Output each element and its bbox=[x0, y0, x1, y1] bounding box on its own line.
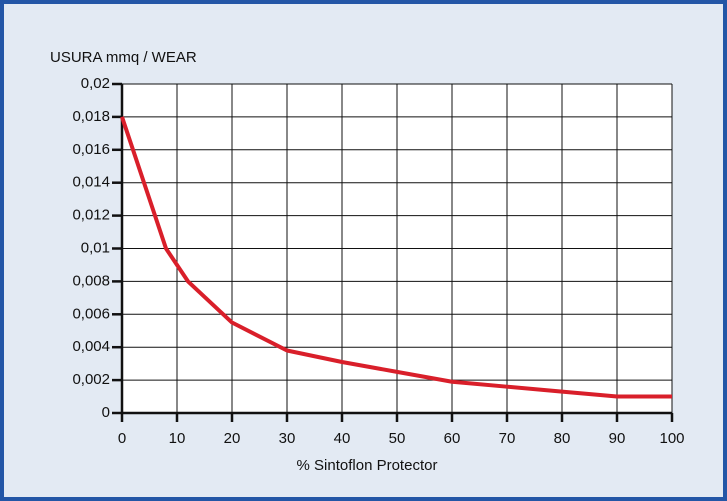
y-tick-label: 0,02 bbox=[81, 75, 110, 92]
y-tick-label: 0,004 bbox=[72, 338, 110, 355]
x-tick-label: 0 bbox=[118, 430, 126, 447]
y-tick-label: 0 bbox=[102, 404, 110, 421]
data-line bbox=[120, 116, 672, 399]
y-tick-label: 0,01 bbox=[81, 239, 110, 256]
x-tick-label: 50 bbox=[389, 430, 406, 447]
x-tick-label: 60 bbox=[444, 430, 461, 447]
y-tick-label: 0,006 bbox=[72, 305, 110, 322]
x-tick-label: 100 bbox=[659, 430, 684, 447]
y-tick-label: 0,014 bbox=[72, 174, 110, 191]
x-tick-label: 10 bbox=[169, 430, 186, 447]
x-axis-title: % Sintoflon Protector bbox=[297, 457, 438, 474]
x-tick-label: 30 bbox=[279, 430, 296, 447]
y-tick-label: 0,018 bbox=[72, 108, 110, 125]
y-tick-label: 0,008 bbox=[72, 272, 110, 289]
y-tick-label: 0,016 bbox=[72, 141, 110, 158]
y-tick-label: 0,012 bbox=[72, 207, 110, 224]
x-tick-label: 40 bbox=[334, 430, 351, 447]
x-tick-label: 20 bbox=[224, 430, 241, 447]
y-axis-title: USURA mmq / WEAR bbox=[50, 49, 197, 66]
x-tick-label: 80 bbox=[554, 430, 571, 447]
x-tick-label: 70 bbox=[499, 430, 516, 447]
x-tick-label: 90 bbox=[609, 430, 626, 447]
y-tick-label: 0,002 bbox=[72, 371, 110, 388]
